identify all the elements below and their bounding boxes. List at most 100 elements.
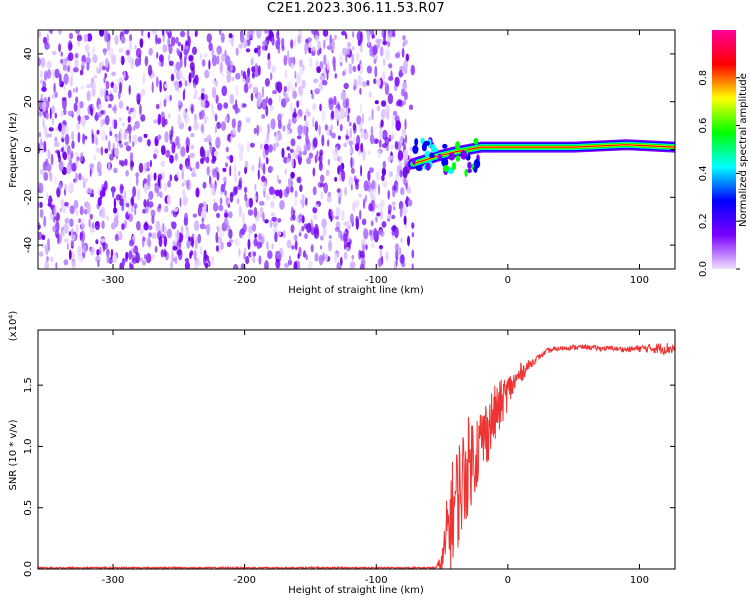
noise-speckle xyxy=(328,240,332,252)
noise-speckle xyxy=(42,101,47,113)
noise-speckle xyxy=(132,107,137,120)
noise-speckle xyxy=(243,82,249,94)
noise-speckle xyxy=(195,187,200,198)
noise-speckle xyxy=(245,256,250,265)
noise-speckle xyxy=(382,58,386,67)
noise-speckle xyxy=(78,172,82,181)
noise-speckle xyxy=(102,242,108,250)
noise-speckle xyxy=(292,112,298,118)
noise-speckle xyxy=(343,82,349,90)
noise-speckle xyxy=(156,51,159,59)
noise-speckle xyxy=(71,68,74,79)
noise-speckle xyxy=(400,261,406,268)
noise-speckle xyxy=(90,106,93,117)
noise-speckle xyxy=(113,167,118,174)
noise-speckle xyxy=(290,62,295,70)
noise-speckle xyxy=(360,142,364,153)
noise-speckle xyxy=(164,250,167,257)
noise-speckle xyxy=(111,187,115,199)
noise-speckle xyxy=(237,120,242,127)
noise-speckle xyxy=(297,253,300,260)
noise-speckle xyxy=(227,211,233,219)
noise-speckle xyxy=(60,110,64,117)
noise-speckle xyxy=(260,180,264,187)
noise-speckle xyxy=(186,30,190,38)
noise-speckle xyxy=(270,166,274,172)
noise-speckle xyxy=(159,99,162,109)
noise-speckle xyxy=(379,46,384,57)
noise-speckle xyxy=(336,261,341,269)
noise-speckle xyxy=(354,199,360,208)
noise-speckle xyxy=(129,41,132,52)
noise-speckle xyxy=(80,85,85,90)
noise-speckle xyxy=(330,215,333,222)
noise-speckle xyxy=(370,199,376,212)
noise-speckle xyxy=(324,124,328,131)
colorbar-tick-label: 0.2 xyxy=(698,213,709,229)
noise-speckle xyxy=(380,230,385,238)
noise-speckle xyxy=(391,201,396,206)
noise-speckle xyxy=(61,229,66,238)
signal-blob xyxy=(460,150,468,160)
noise-speckle xyxy=(57,150,61,159)
noise-speckle xyxy=(219,197,223,206)
noise-speckle xyxy=(411,222,415,229)
noise-speckle xyxy=(238,248,241,257)
noise-speckle xyxy=(75,172,78,183)
noise-speckle xyxy=(170,73,175,82)
noise-speckle xyxy=(173,207,179,213)
noise-speckle xyxy=(170,260,173,269)
noise-speckle xyxy=(242,212,245,224)
noise-speckle xyxy=(354,142,360,152)
noise-speckle xyxy=(320,245,322,250)
noise-speckle xyxy=(325,254,329,262)
noise-speckle xyxy=(252,251,256,257)
noise-speckle xyxy=(408,104,414,111)
noise-speckle xyxy=(326,69,329,81)
noise-speckle xyxy=(356,115,362,125)
noise-speckle xyxy=(183,217,189,226)
noise-speckle xyxy=(161,30,165,37)
snr-x-axis-label: Height of straight line (km) xyxy=(288,585,424,596)
noise-speckle xyxy=(167,180,172,188)
noise-speckle xyxy=(272,90,278,95)
noise-speckle xyxy=(200,210,207,221)
noise-speckle xyxy=(250,57,254,66)
noise-speckle xyxy=(74,152,80,157)
noise-speckle xyxy=(238,170,241,177)
noise-speckle xyxy=(208,42,213,52)
signal-blob xyxy=(423,140,430,146)
noise-speckle xyxy=(107,160,111,173)
noise-speckle xyxy=(64,217,70,224)
noise-speckle xyxy=(312,103,317,111)
noise-speckle xyxy=(91,133,95,145)
noise-speckle xyxy=(321,110,326,122)
noise-speckle xyxy=(258,156,261,169)
noise-speckle xyxy=(228,239,234,244)
noise-speckle xyxy=(319,149,324,157)
noise-speckle xyxy=(66,164,72,175)
noise-speckle xyxy=(224,116,228,123)
noise-speckle xyxy=(289,148,294,153)
signal-blob xyxy=(437,153,443,160)
noise-speckle xyxy=(381,174,385,182)
x-tick-label: -300 xyxy=(102,275,125,286)
noise-speckle xyxy=(93,154,96,161)
noise-speckle xyxy=(45,192,49,201)
y-tick-label: 0.0 xyxy=(23,561,34,577)
noise-speckle xyxy=(67,110,74,117)
noise-speckle xyxy=(253,238,258,247)
noise-speckle xyxy=(351,46,355,51)
noise-speckle xyxy=(394,141,399,150)
noise-speckle xyxy=(119,143,124,149)
noise-speckle xyxy=(79,69,84,76)
noise-speckle xyxy=(296,176,301,183)
noise-speckle xyxy=(149,159,152,168)
noise-speckle xyxy=(196,261,202,267)
noise-speckle xyxy=(245,48,251,53)
noise-speckle xyxy=(235,72,241,80)
noise-speckle xyxy=(228,33,233,39)
noise-speckle xyxy=(55,262,58,269)
noise-speckle xyxy=(223,217,229,229)
